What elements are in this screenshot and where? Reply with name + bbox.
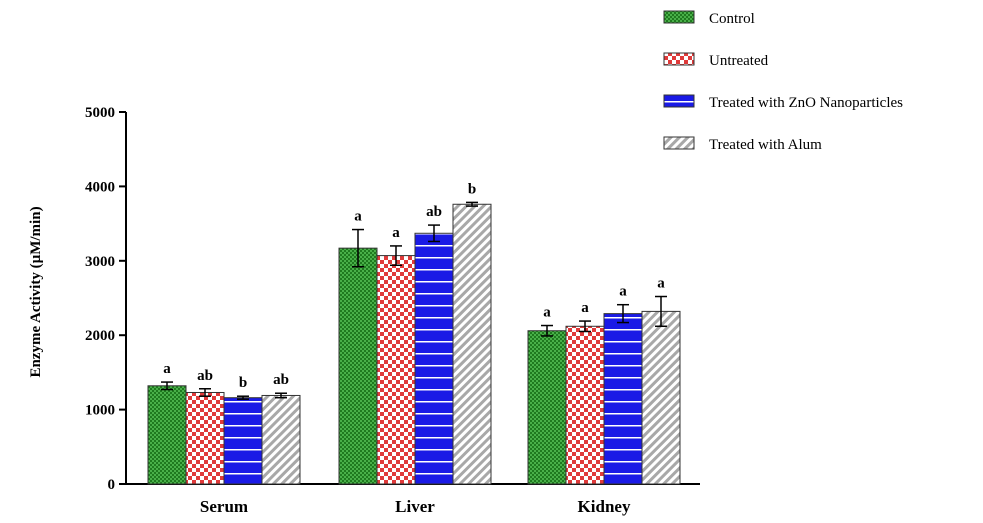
bar [452, 203, 492, 485]
y-tick-label: 0 [108, 477, 116, 493]
y-tick-label: 4000 [85, 179, 115, 195]
bar [414, 232, 454, 485]
bar [185, 391, 225, 485]
legend-label: Control [709, 11, 755, 27]
y-ticks: 0 1000 2000 3000 4000 5000 [85, 105, 126, 493]
y-tick-label: 5000 [85, 105, 115, 121]
y-axis-title: Enzyme Activity (µM/min) [28, 206, 44, 377]
significance-label: a [619, 284, 627, 300]
significance-label: a [543, 305, 551, 321]
y-tick-label: 3000 [85, 254, 115, 270]
bar [641, 310, 681, 485]
significance-label: a [657, 276, 665, 292]
significance-label: b [468, 181, 476, 197]
significance-label: a [581, 300, 589, 316]
significance-label: b [239, 375, 247, 391]
bar [527, 330, 567, 485]
bar [603, 313, 643, 485]
bar [261, 394, 301, 485]
bar [376, 255, 416, 485]
legend-swatch [663, 94, 695, 108]
significance-label: ab [273, 372, 289, 388]
legend-swatch [663, 136, 695, 150]
significance-label: a [354, 209, 362, 225]
significance-label: ab [426, 204, 442, 220]
bars: a ab b ab a a ab b a a a a [147, 181, 681, 485]
significance-label: ab [197, 368, 213, 384]
bar [147, 385, 187, 485]
y-tick-label: 2000 [85, 328, 115, 344]
legend-label: Treated with ZnO Nanoparticles [709, 95, 903, 111]
significance-label: a [392, 225, 400, 241]
x-tick-labels: Serum Liver Kidney [200, 497, 631, 516]
legend: Control Untreated Treated with ZnO Nanopar… [663, 10, 903, 153]
legend-label: Untreated [709, 53, 769, 69]
x-tick-label: Liver [395, 497, 435, 516]
legend-label: Treated with Alum [709, 137, 822, 153]
legend-swatch [663, 10, 695, 24]
bar [565, 325, 605, 485]
x-tick-label: Kidney [578, 497, 631, 516]
y-tick-label: 1000 [85, 403, 115, 419]
x-tick-label: Serum [200, 497, 248, 516]
bar [338, 247, 378, 485]
bar [223, 397, 263, 485]
significance-label: a [163, 361, 171, 377]
legend-swatch [663, 52, 695, 66]
